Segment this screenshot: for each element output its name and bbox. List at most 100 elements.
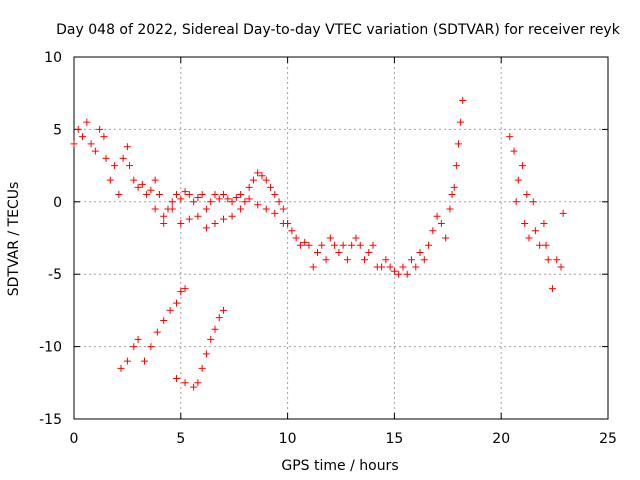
data-point xyxy=(314,248,322,256)
data-point xyxy=(211,220,219,228)
y-tick-label: -15 xyxy=(39,412,62,428)
data-point xyxy=(166,306,174,314)
data-point xyxy=(416,248,424,256)
data-point xyxy=(173,191,181,199)
data-point xyxy=(151,205,159,213)
data-point xyxy=(237,191,245,199)
data-point xyxy=(194,379,202,387)
data-point xyxy=(429,227,437,235)
data-point xyxy=(119,154,127,162)
data-point xyxy=(241,198,249,206)
data-point xyxy=(91,147,99,155)
data-point xyxy=(87,140,95,148)
data-point xyxy=(198,191,206,199)
data-point xyxy=(271,191,279,199)
data-point xyxy=(425,241,433,249)
data-point xyxy=(403,270,411,278)
data-point xyxy=(452,162,460,170)
data-series xyxy=(173,306,228,391)
data-point xyxy=(369,241,377,249)
data-point xyxy=(557,263,565,271)
data-point xyxy=(356,241,364,249)
data-point xyxy=(194,193,202,201)
x-tick-label: 0 xyxy=(70,431,79,447)
data-point xyxy=(117,364,125,372)
data-point xyxy=(442,234,450,242)
data-point xyxy=(348,241,356,249)
data-point xyxy=(181,188,189,196)
data-point xyxy=(202,350,210,358)
data-point xyxy=(211,191,219,199)
data-point xyxy=(185,191,193,199)
y-tick-label: 0 xyxy=(53,195,62,211)
data-series xyxy=(151,195,292,232)
data-point xyxy=(232,193,240,201)
data-point xyxy=(147,343,155,351)
data-point xyxy=(437,220,445,228)
data-point xyxy=(194,212,202,220)
data-point xyxy=(531,227,539,235)
data-point xyxy=(220,306,228,314)
data-point xyxy=(540,220,548,228)
data-point xyxy=(228,198,236,206)
data-point xyxy=(288,227,296,235)
data-point xyxy=(343,256,351,264)
data-point xyxy=(130,343,138,351)
data-point xyxy=(168,205,176,213)
tick-labels: 0 5 10 15 20 25 -15 -10 -5 0 5 10 xyxy=(39,50,617,447)
data-point xyxy=(70,140,78,148)
data-point xyxy=(407,256,415,264)
data-point xyxy=(318,241,326,249)
data-point xyxy=(322,256,330,264)
data-point xyxy=(450,183,458,191)
y-tick-label: 10 xyxy=(44,50,62,66)
data-point xyxy=(177,288,185,296)
data-point xyxy=(140,357,148,365)
data-point xyxy=(275,198,283,206)
data-series xyxy=(117,285,189,372)
data-point xyxy=(459,96,467,104)
data-point xyxy=(177,195,185,203)
data-point xyxy=(79,133,87,141)
x-tick-label: 10 xyxy=(279,431,297,447)
data-point xyxy=(544,256,552,264)
data-point xyxy=(262,176,270,184)
data-point xyxy=(111,162,119,170)
plot-frame xyxy=(73,56,609,420)
data-point xyxy=(390,267,398,275)
data-point xyxy=(190,383,198,391)
data-point xyxy=(529,198,537,206)
data-point xyxy=(521,220,529,228)
data-point xyxy=(198,364,206,372)
data-point xyxy=(215,314,223,322)
data-point xyxy=(271,209,279,217)
data-point xyxy=(420,256,428,264)
data-point xyxy=(130,176,138,184)
data-point xyxy=(245,183,253,191)
y-tick-label: -5 xyxy=(48,267,62,283)
data-point xyxy=(267,183,275,191)
data-point xyxy=(126,162,134,170)
data-point xyxy=(292,234,300,242)
data-point xyxy=(284,220,292,228)
data-point xyxy=(151,176,159,184)
data-point xyxy=(202,224,210,232)
data-point xyxy=(102,154,110,162)
data-point xyxy=(123,357,131,365)
data-point xyxy=(160,317,168,325)
data-point xyxy=(514,176,522,184)
data-point xyxy=(262,205,270,213)
data-point xyxy=(181,285,189,293)
y-tick-label: 5 xyxy=(53,122,62,138)
data-point xyxy=(173,374,181,382)
chart-title: Day 048 of 2022, Sidereal Day-to-day VTE… xyxy=(56,22,621,38)
data-point xyxy=(448,191,456,199)
x-tick-label: 25 xyxy=(599,431,617,447)
data-point xyxy=(181,379,189,387)
x-tick-label: 20 xyxy=(492,431,510,447)
data-point xyxy=(352,234,360,242)
data-point xyxy=(446,205,454,213)
data-point xyxy=(228,212,236,220)
data-point xyxy=(506,133,514,141)
